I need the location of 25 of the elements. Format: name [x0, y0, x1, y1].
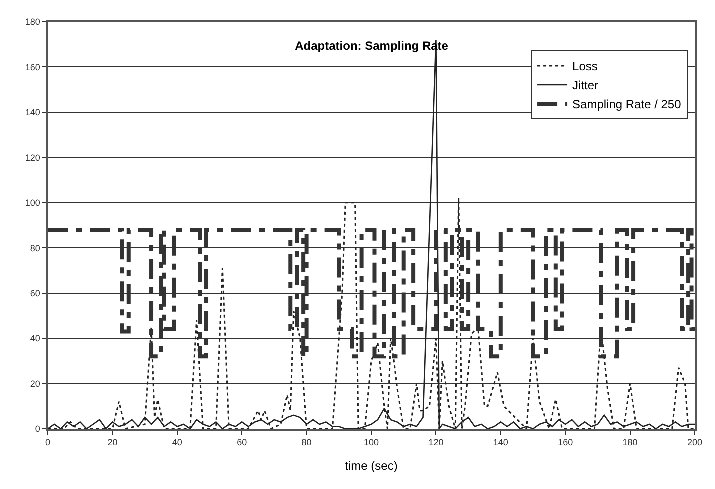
y-tick-label: 100 [25, 198, 40, 208]
x-tick-label: 180 [622, 438, 638, 448]
y-tick-label: 20 [30, 378, 40, 389]
legend-label: Sampling Rate / 250 [572, 98, 682, 112]
y-tick-label: 160 [25, 62, 40, 72]
x-tick-label: 120 [428, 438, 444, 448]
y-tick-label: 180 [25, 17, 40, 28]
legend-label: Loss [572, 60, 598, 74]
x-tick-label: 160 [558, 438, 574, 448]
y-tick-label: 140 [25, 108, 40, 118]
y-tick-label: 60 [30, 288, 40, 298]
x-tick-label: 20 [108, 438, 118, 448]
x-tick-label: 100 [364, 438, 380, 448]
legend-label: Jitter [572, 78, 599, 93]
y-tick-label: 40 [30, 334, 40, 344]
x-tick-label: 0 [45, 438, 51, 448]
y-tick-label: 120 [25, 152, 40, 163]
x-tick-label: 80 [302, 438, 312, 448]
x-tick-label: 40 [172, 438, 182, 448]
y-tick-label: 0 [35, 424, 40, 434]
y-tick-label: 80 [30, 243, 40, 254]
x-axis-title: time (sec) [345, 458, 398, 473]
x-tick-label: 60 [237, 438, 248, 448]
x-tick-label: 200 [687, 438, 703, 448]
x-tick-label: 140 [493, 438, 508, 448]
